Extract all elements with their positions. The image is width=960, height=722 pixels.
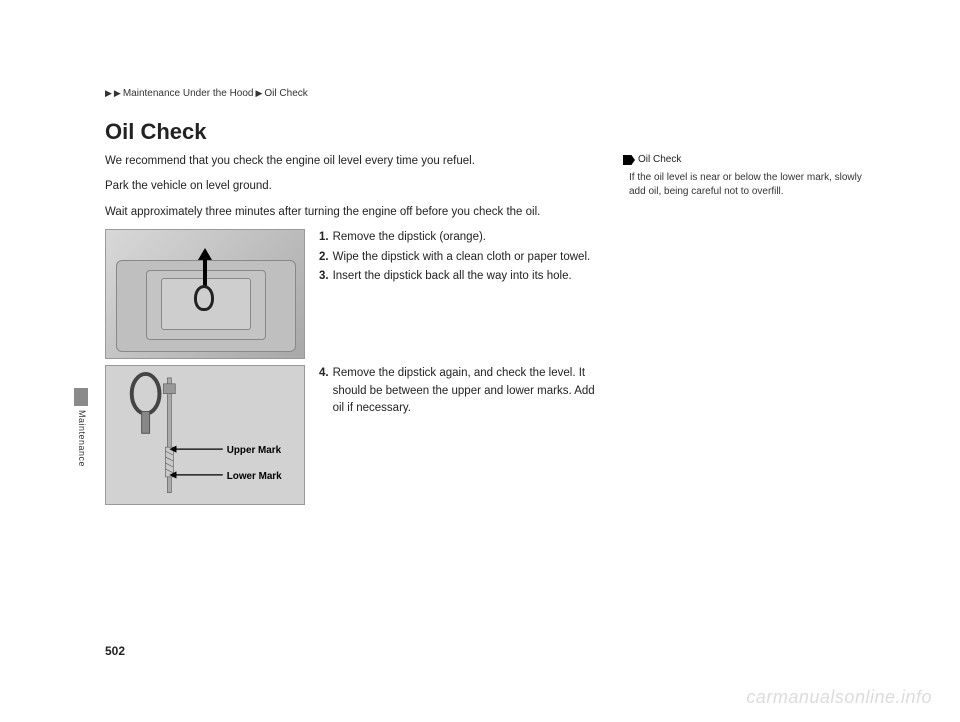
section-tab <box>74 388 88 406</box>
steps-list: 4.Remove the dipstick again, and check t… <box>319 365 595 505</box>
sidebar-title: Oil Check <box>638 153 681 167</box>
page-number: 502 <box>105 644 125 658</box>
step-item: 1.Remove the dipstick (orange). <box>319 229 590 247</box>
breadcrumb-section: Maintenance Under the Hood <box>123 88 254 99</box>
main-column: We recommend that you check the engine o… <box>105 153 595 511</box>
info-icon <box>623 155 635 165</box>
chevron-icon: ▶ <box>105 88 112 99</box>
lower-mark-label: Lower Mark <box>227 471 282 482</box>
chevron-icon: ▶ <box>114 88 121 99</box>
breadcrumb: ▶ ▶ Maintenance Under the Hood ▶ Oil Che… <box>105 88 865 99</box>
step-item: 3.Insert the dipstick back all the way i… <box>319 268 590 286</box>
pull-arrow-icon <box>198 248 212 288</box>
chevron-icon: ▶ <box>255 88 262 99</box>
sidebar-column: Oil Check If the oil level is near or be… <box>623 153 863 511</box>
sidebar-body: If the oil level is near or below the lo… <box>623 171 863 199</box>
intro-line: Wait approximately three minutes after t… <box>105 204 595 221</box>
intro-line: We recommend that you check the engine o… <box>105 153 595 170</box>
page-title: Oil Check <box>105 119 865 145</box>
breadcrumb-page: Oil Check <box>264 88 307 99</box>
watermark: carmanualsonline.info <box>746 687 932 708</box>
dipstick-illustration: Upper Mark Lower Mark <box>105 365 305 505</box>
step-item: 4.Remove the dipstick again, and check t… <box>319 365 595 418</box>
dipstick-ring-icon <box>194 285 214 311</box>
intro-line: Park the vehicle on level ground. <box>105 178 595 195</box>
upper-mark-label: Upper Mark <box>227 445 282 456</box>
section-tab-label: Maintenance <box>77 410 87 467</box>
steps-list: 1.Remove the dipstick (orange). 2.Wipe t… <box>319 229 590 359</box>
step-item: 2.Wipe the dipstick with a clean cloth o… <box>319 249 590 267</box>
page-content: ▶ ▶ Maintenance Under the Hood ▶ Oil Che… <box>105 88 865 511</box>
engine-illustration <box>105 229 305 359</box>
